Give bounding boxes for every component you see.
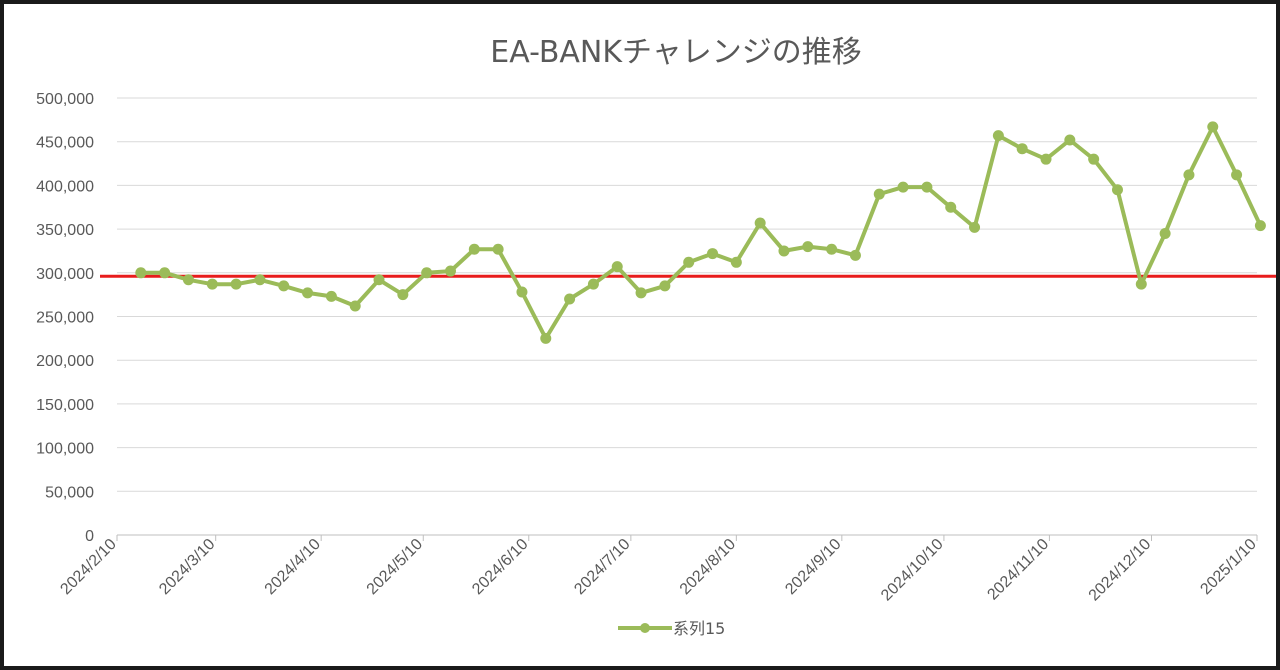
- data-point: [683, 256, 695, 268]
- y-tick-label: 100,000: [36, 441, 94, 458]
- x-tick-label: 2024/3/10: [156, 536, 218, 598]
- x-tick-label: 2024/6/10: [469, 536, 531, 598]
- data-point: [992, 130, 1004, 142]
- data-point: [587, 278, 599, 290]
- data-point: [921, 181, 933, 193]
- data-point: [849, 249, 861, 261]
- data-point: [778, 245, 790, 257]
- data-point: [1159, 227, 1171, 239]
- data-point: [707, 248, 719, 260]
- data-point: [1016, 143, 1028, 155]
- y-tick-label: 500,000: [36, 91, 94, 108]
- legend-label: 系列15: [673, 619, 725, 638]
- y-tick-label: 350,000: [36, 222, 94, 239]
- data-point: [897, 181, 909, 193]
- x-tick-label: 2024/9/10: [782, 536, 844, 598]
- data-point: [278, 280, 290, 292]
- y-tick-label: 150,000: [36, 397, 94, 414]
- gridlines: [117, 97, 1257, 492]
- y-tick-label: 400,000: [36, 178, 94, 195]
- series-group: [135, 121, 1266, 344]
- data-point: [1183, 169, 1195, 181]
- y-tick-label: 450,000: [36, 135, 94, 152]
- data-point: [945, 201, 957, 213]
- data-point: [421, 267, 433, 279]
- data-point: [492, 243, 504, 255]
- data-point: [206, 278, 218, 290]
- data-point: [1111, 184, 1123, 196]
- data-point: [254, 274, 266, 286]
- data-point: [182, 274, 194, 286]
- data-point: [540, 332, 552, 344]
- x-axis-ticks: 2024/2/10 2024/3/10 2024/4/10 2024/5/10 2024…: [57, 536, 1259, 605]
- x-tick-label: 2025/1/10: [1197, 536, 1259, 598]
- data-point: [873, 188, 885, 200]
- data-point: [373, 274, 385, 286]
- data-point: [397, 289, 409, 301]
- data-point: [826, 243, 838, 255]
- x-tick-label: 2024/7/10: [571, 536, 633, 598]
- x-tick-label: 2024/12/10: [1086, 536, 1155, 605]
- data-point: [444, 265, 456, 277]
- data-point: [1040, 153, 1052, 165]
- legend: 系列15: [618, 619, 725, 638]
- data-point: [159, 267, 171, 279]
- data-point: [611, 261, 623, 273]
- y-axis-ticks: 0 50,000 100,000 150,000 200,000 250,000 300,0…: [36, 91, 94, 545]
- y-tick-label: 0: [85, 528, 94, 545]
- y-tick-label: 200,000: [36, 353, 94, 370]
- data-point: [1064, 134, 1076, 146]
- data-point: [754, 217, 766, 229]
- x-tick-label: 2024/10/10: [878, 536, 947, 605]
- x-tick-label: 2024/8/10: [677, 536, 739, 598]
- data-point: [1231, 169, 1243, 181]
- y-tick-label: 250,000: [36, 310, 94, 327]
- y-tick-label: 300,000: [36, 266, 94, 283]
- data-point: [302, 287, 314, 299]
- data-point: [969, 221, 981, 233]
- x-tick-label: 2024/2/10: [57, 536, 119, 598]
- data-point: [659, 280, 671, 292]
- data-point: [1207, 121, 1219, 133]
- chart-title: EA-BANKチャレンジの推移: [490, 35, 862, 70]
- x-axis: [116, 534, 1258, 541]
- data-point: [349, 300, 361, 312]
- data-point: [230, 278, 242, 290]
- x-tick-label: 2024/4/10: [262, 536, 324, 598]
- data-point: [1088, 153, 1100, 165]
- data-point: [468, 243, 480, 255]
- data-point: [802, 241, 814, 253]
- data-point: [325, 290, 337, 302]
- data-point: [635, 287, 647, 299]
- data-point: [1135, 278, 1147, 290]
- legend-point-marker: [640, 623, 650, 633]
- x-tick-label: 2024/5/10: [364, 536, 426, 598]
- x-tick-label: 2024/11/10: [984, 536, 1052, 604]
- data-point: [730, 256, 742, 268]
- data-point: [564, 293, 576, 305]
- data-point: [135, 267, 147, 279]
- data-point: [1254, 220, 1266, 232]
- y-tick-label: 50,000: [45, 484, 94, 501]
- data-point: [516, 286, 528, 298]
